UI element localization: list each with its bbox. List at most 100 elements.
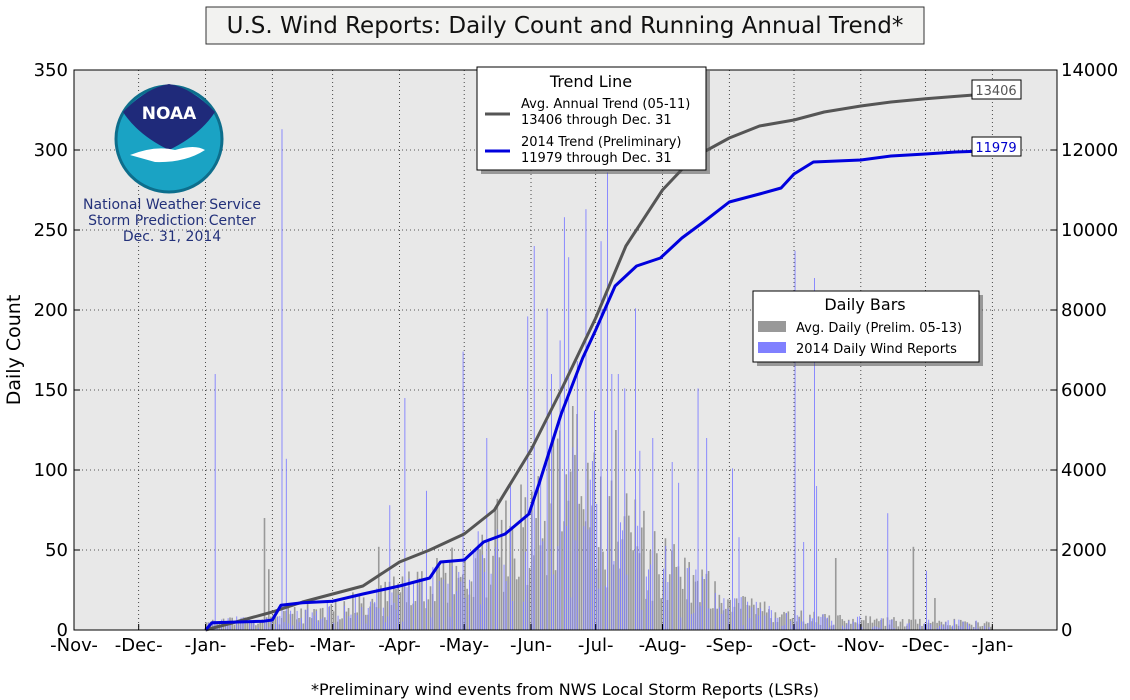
daily-2014-bar (941, 624, 943, 630)
daily-2014-bar (859, 616, 861, 630)
daily-2014-bar (229, 623, 231, 630)
avg-daily-bar (990, 626, 992, 630)
daily-2014-bar (648, 569, 649, 630)
daily-2014-bar (449, 616, 451, 630)
daily-2014-bar (600, 241, 602, 630)
daily-2014-bar (316, 611, 317, 630)
avg-daily-bar (263, 518, 266, 630)
avg-daily-bar (602, 551, 604, 630)
daily-2014-bar (546, 308, 548, 630)
daily-2014-bar (783, 625, 785, 630)
daily-2014-bar (288, 623, 289, 630)
daily-2014-bar (988, 627, 990, 630)
daily-2014-bar (583, 526, 585, 630)
daily-2014-bar (829, 627, 830, 630)
end-label-2014-text: 11979 (975, 141, 1016, 156)
avg-daily-bar (205, 622, 208, 630)
avg-daily-bar (748, 605, 751, 630)
x-tick-label: -Jan- (185, 635, 227, 656)
avg-daily-bar (901, 619, 904, 630)
avg-daily-bar (744, 596, 747, 630)
avg-daily-bar (291, 613, 294, 630)
avg-daily-bar (964, 621, 966, 630)
daily-2014-bar (926, 570, 928, 630)
avg-daily-bar (561, 531, 563, 630)
y-right-tick-label: 6000 (1061, 380, 1107, 401)
agency-name: National Weather Service (83, 197, 261, 213)
daily-2014-bar (954, 619, 956, 630)
daily-2014-bar (678, 482, 680, 630)
daily-2014-bar (464, 597, 466, 630)
avg-daily-bar (543, 520, 546, 630)
daily-2014-bar (939, 625, 940, 630)
daily-2014-bar (494, 547, 496, 630)
daily-2014-bar (240, 617, 242, 630)
avg-daily-bar (628, 515, 630, 630)
avg-daily-bar (334, 601, 337, 630)
daily-2014-bar (326, 602, 328, 630)
daily-2014-bar (382, 607, 384, 630)
avg-daily-bar (261, 619, 264, 630)
daily-2014-bar (740, 597, 742, 630)
daily-2014-bar (624, 388, 626, 630)
daily-2014-bar (984, 625, 986, 630)
avg-daily-bar (753, 604, 755, 630)
daily-2014-bar (214, 374, 216, 630)
daily-2014-bar (686, 568, 688, 630)
avg-daily-bar (653, 531, 656, 630)
avg-daily-bar (979, 626, 981, 630)
daily-2014-bar (770, 610, 772, 630)
daily-2014-bar (652, 438, 654, 630)
avg-daily-bar (873, 619, 876, 630)
bars-legend-avg-label: Avg. Daily (Prelim. 05-13) (796, 321, 962, 336)
avg-daily-bar (681, 588, 684, 630)
daily-2014-bar (322, 617, 324, 630)
daily-2014-bar (438, 580, 440, 630)
avg-daily-bar (914, 619, 917, 630)
daily-2014-bar (734, 598, 736, 630)
avg-daily-bar (308, 617, 311, 630)
x-tick-label: -Jan- (971, 635, 1013, 656)
x-tick-label: -Dec- (902, 635, 950, 656)
avg-daily-bar (358, 594, 361, 630)
avg-daily-bar (981, 625, 984, 630)
x-tick-label: -Dec- (115, 635, 163, 656)
avg-daily-bar (729, 599, 731, 630)
daily-2014-bar (277, 616, 279, 630)
daily-2014-bar (880, 618, 882, 630)
avg-daily-bar (977, 622, 979, 630)
avg-daily-bar (384, 581, 387, 630)
daily-2014-bar (945, 622, 947, 630)
avg-daily-bar (625, 493, 628, 630)
daily-2014-bar (781, 625, 783, 630)
avg-daily-bar (466, 588, 468, 630)
daily-2014-bar (253, 621, 255, 630)
daily-2014-bar (777, 617, 779, 630)
daily-2014-bar (671, 462, 673, 630)
avg-daily-bar (692, 574, 695, 630)
avg-daily-bar (556, 438, 559, 630)
avg-daily-bar (895, 620, 897, 630)
daily-2014-bar (531, 512, 533, 630)
avg-daily-bar (440, 577, 443, 630)
avg-daily-bar (854, 622, 856, 630)
daily-2014-bar (857, 616, 859, 630)
daily-2014-bar (958, 619, 960, 630)
daily-2014-bar (479, 604, 481, 630)
avg-daily-bar (257, 623, 259, 630)
avg-daily-bar (919, 618, 921, 630)
end-label-avg-text: 13406 (975, 84, 1016, 99)
trend-line-2014 (204, 149, 991, 632)
x-tick-label: -Nov- (50, 635, 98, 656)
daily-2014-bar (846, 624, 848, 630)
avg-daily-bar (860, 619, 863, 630)
daily-2014-bar (794, 250, 796, 631)
avg-daily-bar (418, 578, 421, 630)
y-axis-label: Daily Count (3, 295, 25, 406)
daily-2014-bar (486, 438, 488, 630)
avg-daily-bar (903, 626, 906, 630)
avg-daily-bar (882, 618, 884, 630)
daily-2014-bar (522, 601, 524, 630)
avg-daily-bar (569, 471, 572, 630)
